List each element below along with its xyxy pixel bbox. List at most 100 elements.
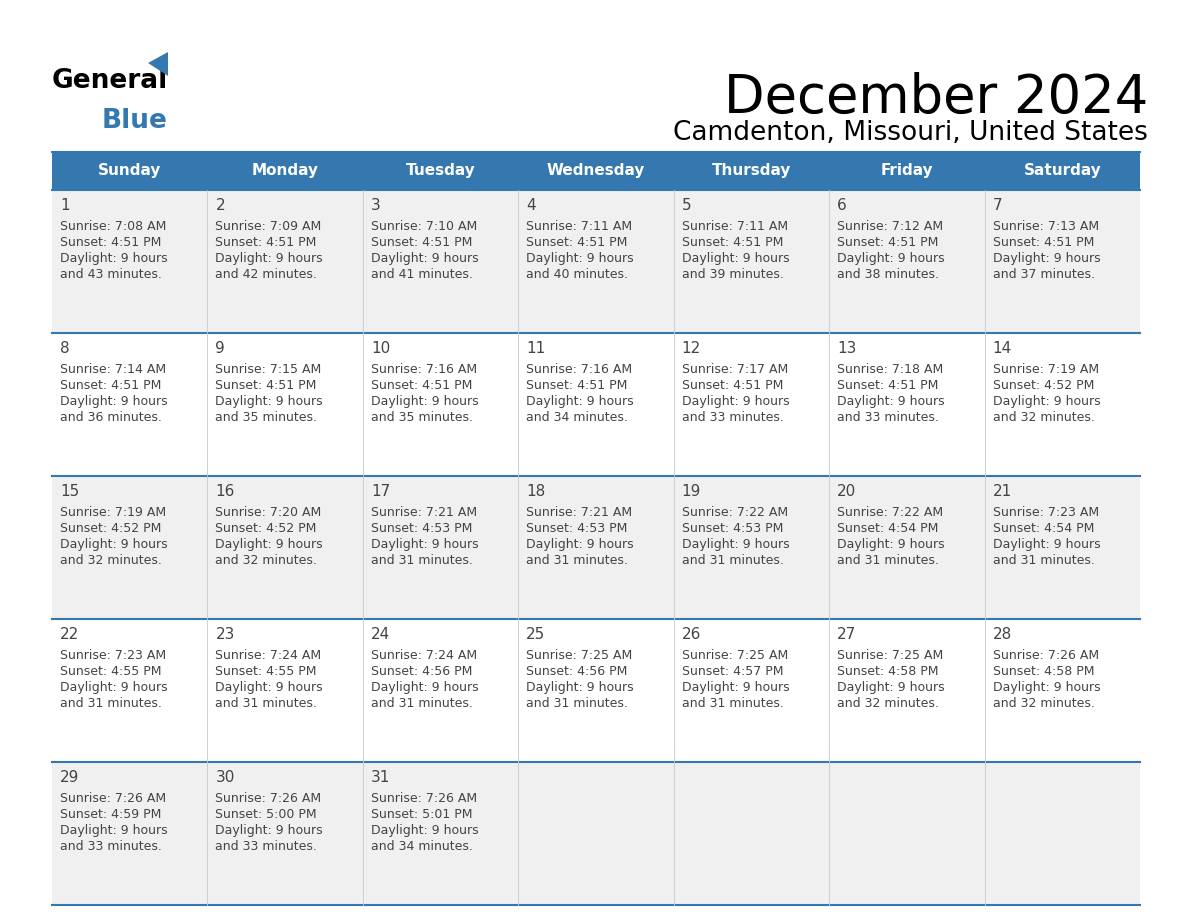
Text: 15: 15 — [61, 484, 80, 499]
Text: Sunset: 4:51 PM: Sunset: 4:51 PM — [61, 379, 162, 392]
Text: 30: 30 — [215, 770, 235, 785]
Text: Daylight: 9 hours: Daylight: 9 hours — [682, 681, 789, 694]
Bar — [52, 762, 1140, 905]
Text: Sunset: 4:59 PM: Sunset: 4:59 PM — [61, 808, 162, 821]
Polygon shape — [148, 52, 168, 76]
Text: 5: 5 — [682, 198, 691, 213]
Text: Sunrise: 7:16 AM: Sunrise: 7:16 AM — [526, 363, 632, 376]
Text: Daylight: 9 hours: Daylight: 9 hours — [61, 681, 168, 694]
Text: and 32 minutes.: and 32 minutes. — [992, 697, 1094, 710]
Text: Daylight: 9 hours: Daylight: 9 hours — [371, 395, 479, 408]
Text: Monday: Monday — [252, 163, 318, 178]
Text: Sunrise: 7:19 AM: Sunrise: 7:19 AM — [61, 506, 166, 519]
Text: 27: 27 — [838, 627, 857, 642]
Text: 11: 11 — [526, 341, 545, 356]
Bar — [52, 152, 1140, 190]
Text: Sunset: 4:58 PM: Sunset: 4:58 PM — [838, 665, 939, 678]
Text: 4: 4 — [526, 198, 536, 213]
Text: and 33 minutes.: and 33 minutes. — [682, 411, 784, 424]
Text: Sunrise: 7:25 AM: Sunrise: 7:25 AM — [526, 649, 632, 662]
Text: 23: 23 — [215, 627, 235, 642]
Text: Sunrise: 7:26 AM: Sunrise: 7:26 AM — [371, 792, 478, 805]
Text: and 31 minutes.: and 31 minutes. — [526, 554, 628, 567]
Text: and 36 minutes.: and 36 minutes. — [61, 411, 162, 424]
Text: and 31 minutes.: and 31 minutes. — [992, 554, 1094, 567]
Text: Daylight: 9 hours: Daylight: 9 hours — [838, 681, 944, 694]
Text: Sunrise: 7:12 AM: Sunrise: 7:12 AM — [838, 220, 943, 233]
Text: Sunrise: 7:22 AM: Sunrise: 7:22 AM — [838, 506, 943, 519]
Text: 6: 6 — [838, 198, 847, 213]
Text: Daylight: 9 hours: Daylight: 9 hours — [61, 538, 168, 551]
Text: Daylight: 9 hours: Daylight: 9 hours — [526, 681, 634, 694]
Text: Daylight: 9 hours: Daylight: 9 hours — [215, 395, 323, 408]
Text: Sunrise: 7:11 AM: Sunrise: 7:11 AM — [682, 220, 788, 233]
Text: Daylight: 9 hours: Daylight: 9 hours — [215, 252, 323, 265]
Text: Sunset: 5:00 PM: Sunset: 5:00 PM — [215, 808, 317, 821]
Text: Sunrise: 7:11 AM: Sunrise: 7:11 AM — [526, 220, 632, 233]
Text: Sunset: 4:53 PM: Sunset: 4:53 PM — [526, 522, 627, 535]
Text: 12: 12 — [682, 341, 701, 356]
Text: Sunrise: 7:18 AM: Sunrise: 7:18 AM — [838, 363, 943, 376]
Text: Sunrise: 7:25 AM: Sunrise: 7:25 AM — [838, 649, 943, 662]
Text: Daylight: 9 hours: Daylight: 9 hours — [61, 395, 168, 408]
Text: Sunset: 4:55 PM: Sunset: 4:55 PM — [215, 665, 317, 678]
Text: and 41 minutes.: and 41 minutes. — [371, 268, 473, 281]
Text: 14: 14 — [992, 341, 1012, 356]
Text: Daylight: 9 hours: Daylight: 9 hours — [526, 538, 634, 551]
Text: and 39 minutes.: and 39 minutes. — [682, 268, 784, 281]
Bar — [52, 190, 1140, 333]
Text: Sunrise: 7:26 AM: Sunrise: 7:26 AM — [992, 649, 1099, 662]
Text: Sunrise: 7:21 AM: Sunrise: 7:21 AM — [526, 506, 632, 519]
Text: Sunset: 4:55 PM: Sunset: 4:55 PM — [61, 665, 162, 678]
Text: Camdenton, Missouri, United States: Camdenton, Missouri, United States — [674, 120, 1148, 146]
Text: and 40 minutes.: and 40 minutes. — [526, 268, 628, 281]
Text: Daylight: 9 hours: Daylight: 9 hours — [371, 824, 479, 837]
Text: Daylight: 9 hours: Daylight: 9 hours — [371, 252, 479, 265]
Text: and 31 minutes.: and 31 minutes. — [838, 554, 939, 567]
Text: Sunset: 4:51 PM: Sunset: 4:51 PM — [371, 236, 473, 249]
Text: Friday: Friday — [880, 163, 933, 178]
Text: and 34 minutes.: and 34 minutes. — [526, 411, 628, 424]
Text: Wednesday: Wednesday — [546, 163, 645, 178]
Text: Sunset: 4:51 PM: Sunset: 4:51 PM — [838, 236, 939, 249]
Text: Sunrise: 7:23 AM: Sunrise: 7:23 AM — [61, 649, 166, 662]
Text: 16: 16 — [215, 484, 235, 499]
Text: Daylight: 9 hours: Daylight: 9 hours — [682, 395, 789, 408]
Text: Blue: Blue — [102, 108, 168, 134]
Text: Sunset: 5:01 PM: Sunset: 5:01 PM — [371, 808, 473, 821]
Text: December 2024: December 2024 — [723, 72, 1148, 124]
Text: and 31 minutes.: and 31 minutes. — [526, 697, 628, 710]
Text: Sunrise: 7:21 AM: Sunrise: 7:21 AM — [371, 506, 478, 519]
Text: Sunrise: 7:09 AM: Sunrise: 7:09 AM — [215, 220, 322, 233]
Text: 1: 1 — [61, 198, 70, 213]
Text: 7: 7 — [992, 198, 1003, 213]
Text: Daylight: 9 hours: Daylight: 9 hours — [526, 252, 634, 265]
Text: Daylight: 9 hours: Daylight: 9 hours — [682, 252, 789, 265]
Text: Daylight: 9 hours: Daylight: 9 hours — [682, 538, 789, 551]
Bar — [52, 619, 1140, 762]
Text: Sunset: 4:54 PM: Sunset: 4:54 PM — [992, 522, 1094, 535]
Text: Sunset: 4:51 PM: Sunset: 4:51 PM — [61, 236, 162, 249]
Text: and 33 minutes.: and 33 minutes. — [215, 840, 317, 853]
Text: 28: 28 — [992, 627, 1012, 642]
Text: and 31 minutes.: and 31 minutes. — [371, 697, 473, 710]
Text: 29: 29 — [61, 770, 80, 785]
Text: Sunset: 4:51 PM: Sunset: 4:51 PM — [838, 379, 939, 392]
Text: and 37 minutes.: and 37 minutes. — [992, 268, 1094, 281]
Text: Sunset: 4:57 PM: Sunset: 4:57 PM — [682, 665, 783, 678]
Text: Daylight: 9 hours: Daylight: 9 hours — [215, 824, 323, 837]
Text: and 43 minutes.: and 43 minutes. — [61, 268, 162, 281]
Text: 24: 24 — [371, 627, 390, 642]
Text: Sunset: 4:52 PM: Sunset: 4:52 PM — [992, 379, 1094, 392]
Text: 18: 18 — [526, 484, 545, 499]
Text: Sunrise: 7:24 AM: Sunrise: 7:24 AM — [215, 649, 322, 662]
Text: Saturday: Saturday — [1023, 163, 1101, 178]
Text: 25: 25 — [526, 627, 545, 642]
Text: Daylight: 9 hours: Daylight: 9 hours — [838, 538, 944, 551]
Text: and 32 minutes.: and 32 minutes. — [61, 554, 162, 567]
Text: Sunrise: 7:14 AM: Sunrise: 7:14 AM — [61, 363, 166, 376]
Text: Sunset: 4:53 PM: Sunset: 4:53 PM — [682, 522, 783, 535]
Text: Sunset: 4:52 PM: Sunset: 4:52 PM — [215, 522, 317, 535]
Text: Sunset: 4:52 PM: Sunset: 4:52 PM — [61, 522, 162, 535]
Text: Tuesday: Tuesday — [405, 163, 475, 178]
